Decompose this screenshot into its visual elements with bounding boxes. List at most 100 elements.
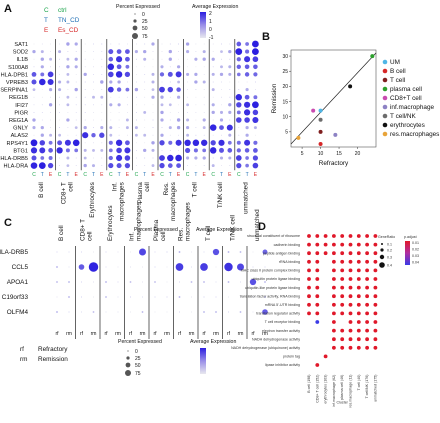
dot — [84, 66, 86, 68]
group-label: Erythrocytes — [107, 205, 114, 241]
dot — [252, 109, 259, 116]
dot — [238, 89, 240, 91]
go-dot — [348, 234, 353, 238]
dot — [202, 80, 206, 84]
dot — [75, 119, 77, 121]
dot — [202, 156, 206, 160]
dot — [238, 134, 240, 136]
c-pct-dot-0 — [127, 350, 129, 352]
dot — [215, 266, 217, 268]
dot — [75, 165, 77, 167]
dot — [219, 156, 224, 160]
group-label: Inf.macrophages — [112, 182, 126, 221]
dot — [81, 296, 82, 298]
go-dot — [315, 294, 320, 299]
dot — [212, 134, 214, 136]
panel-b-scatter: 5 10 15 20 5 10 15 20 25 30 Refractory Remission UM B… — [271, 49, 439, 167]
go-dot — [307, 311, 311, 316]
dot — [41, 104, 43, 106]
dot — [32, 126, 36, 130]
c-pct-tick-50: 50 — [135, 363, 141, 369]
dot — [110, 119, 112, 121]
dot — [83, 72, 87, 77]
dot — [75, 73, 77, 75]
dot — [33, 134, 35, 136]
dot — [124, 155, 131, 161]
column-letter: T — [246, 172, 249, 178]
dot — [240, 281, 241, 283]
dot — [252, 155, 258, 161]
go-dot — [323, 234, 328, 238]
dot — [100, 80, 104, 84]
dot — [40, 72, 45, 77]
go-dot — [315, 234, 320, 238]
dot — [219, 118, 224, 122]
dot — [33, 58, 35, 60]
dot — [228, 156, 232, 160]
go-dot — [365, 234, 369, 238]
dot — [228, 133, 232, 137]
dot — [93, 66, 94, 68]
dot — [56, 147, 63, 154]
dot — [195, 43, 197, 45]
dot — [135, 119, 137, 121]
dot — [56, 251, 58, 253]
dot — [101, 73, 103, 75]
dot — [101, 157, 103, 159]
dot — [169, 43, 171, 45]
column-letter: E — [151, 172, 155, 178]
dot — [93, 111, 94, 113]
dot — [32, 49, 36, 54]
go-term-label: structural constituent of ribosome — [247, 234, 300, 238]
go-dot — [348, 345, 353, 350]
dot — [221, 81, 222, 83]
dot — [48, 140, 53, 145]
go-dot — [340, 285, 345, 290]
dot — [109, 103, 113, 107]
dot — [105, 266, 107, 268]
gene-label: SOD2 — [13, 50, 28, 56]
dot — [203, 104, 205, 106]
dot — [228, 110, 232, 115]
column-label: rm — [262, 331, 268, 337]
dot — [186, 156, 190, 160]
go-dot — [340, 337, 345, 342]
dot — [125, 87, 130, 92]
dot — [143, 133, 147, 137]
go-term-label: translation regulator activity — [256, 312, 300, 316]
dot — [168, 126, 172, 130]
dot — [125, 49, 130, 54]
dot — [252, 162, 259, 169]
dot — [109, 133, 113, 137]
go-dot — [340, 345, 345, 350]
legend-swatch — [382, 59, 388, 65]
go-dot — [365, 294, 369, 299]
column-letter: E — [203, 172, 207, 178]
go-dot — [340, 294, 345, 299]
dot — [187, 58, 189, 60]
dot — [144, 73, 146, 75]
dot — [92, 311, 95, 313]
dot — [253, 95, 258, 100]
go-dot — [356, 251, 361, 256]
c-pct-dot-50 — [125, 362, 131, 368]
column-label: rm — [164, 331, 170, 337]
column-letter: T — [143, 172, 146, 178]
dot — [116, 154, 123, 162]
dot — [93, 142, 94, 144]
dot — [168, 57, 172, 61]
column-letter: E — [177, 172, 181, 178]
column-label: rf — [202, 331, 206, 337]
dot — [108, 140, 113, 145]
dot — [229, 43, 231, 45]
dot — [254, 81, 256, 83]
panel-c-size-legend: Percent Expressed 0 25 50 75 — [118, 339, 162, 377]
dot — [219, 110, 224, 114]
dot — [30, 147, 38, 154]
dot — [239, 311, 242, 313]
dot — [210, 140, 216, 146]
column-letter: C — [160, 172, 164, 178]
go-term-label: electron transfer activity — [262, 329, 300, 333]
dot — [152, 66, 154, 68]
dot — [220, 65, 223, 69]
